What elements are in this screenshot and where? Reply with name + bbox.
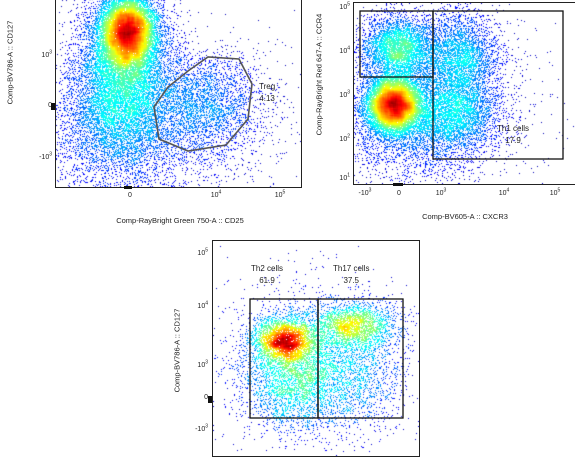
- ytick: -103: [39, 151, 52, 161]
- axis-zero-mark: [393, 183, 403, 186]
- x-axis-label: Comp-BV605-A :: CXCR3: [422, 212, 508, 221]
- ytick: 105: [197, 247, 208, 257]
- gate-label-th2: Th2 cells 61.9: [251, 263, 283, 287]
- xtick: 105: [274, 189, 286, 199]
- gate-name: Th2 cells: [251, 264, 284, 273]
- xtick: 103: [435, 187, 447, 197]
- ytick: 105: [339, 1, 350, 11]
- density-scatter: [354, 3, 575, 184]
- ytick: 101: [339, 172, 350, 182]
- x-axis-label: Comp-RayBright Green 750-A :: CD25: [116, 216, 244, 225]
- ytick: 0: [30, 102, 52, 109]
- density-scatter: [213, 241, 419, 456]
- xtick: 105: [549, 187, 561, 197]
- gate-name: Th1 cells: [497, 124, 530, 133]
- gate-quadrant-upper-left[interactable]: [359, 10, 434, 78]
- gate-value: 17.9: [505, 136, 521, 145]
- xtick: 0: [128, 192, 132, 199]
- gate-label-treg: Treg 4.13: [259, 81, 275, 105]
- gate-value: 37.5: [343, 276, 360, 285]
- ytick: 104: [339, 45, 350, 55]
- density-scatter: [56, 0, 301, 187]
- gate-th1-rectangle[interactable]: [432, 10, 564, 160]
- ytick: 103: [339, 89, 350, 99]
- axis-zero-mark: [208, 396, 212, 403]
- gate-name: Treg: [259, 82, 276, 91]
- axis-zero-mark: [51, 103, 55, 110]
- plot-area-cd25-cd127: Treg 4.13: [55, 0, 302, 188]
- gate-layer: [249, 298, 404, 419]
- gate-value: 61.9: [259, 276, 275, 285]
- plot-area-cxcr3-ccr4: Th1 cells 17.9: [353, 2, 575, 185]
- ytick: 103: [41, 49, 52, 59]
- ytick: 104: [197, 300, 208, 310]
- xtick: 104: [498, 187, 510, 197]
- gate-layer: [359, 10, 564, 160]
- gate-label-th1: Th1 cells 17.9: [497, 123, 529, 147]
- y-axis-label: Comp-BV786-A :: CD127: [172, 308, 182, 393]
- ytick: 102: [339, 133, 350, 143]
- gate-th17-rectangle[interactable]: [317, 298, 404, 419]
- y-axis-label: Comp-BV786-A :: CD127: [5, 20, 15, 105]
- xtick: 104: [210, 189, 222, 199]
- ytick: -103: [195, 423, 208, 433]
- gate-th2-rectangle[interactable]: [249, 298, 319, 419]
- gate-value: 4.13: [259, 94, 275, 103]
- gate-label-th17: Th17 cells 37.5: [333, 263, 369, 287]
- ytick: 0: [204, 394, 208, 401]
- xtick: -103: [358, 187, 372, 197]
- axis-zero-mark: [124, 186, 132, 189]
- ytick: 103: [197, 359, 208, 369]
- y-axis-label: Comp-RayBright Red 647-A :: CCR4: [314, 13, 324, 136]
- gate-layer: [153, 56, 253, 152]
- gate-name: Th17 cells: [333, 264, 370, 273]
- plot-area-cd127-th: Th2 cells 61.9 Th17 cells 37.5: [212, 240, 420, 457]
- xtick: 0: [397, 190, 401, 197]
- gate-treg-polygon[interactable]: [153, 56, 253, 152]
